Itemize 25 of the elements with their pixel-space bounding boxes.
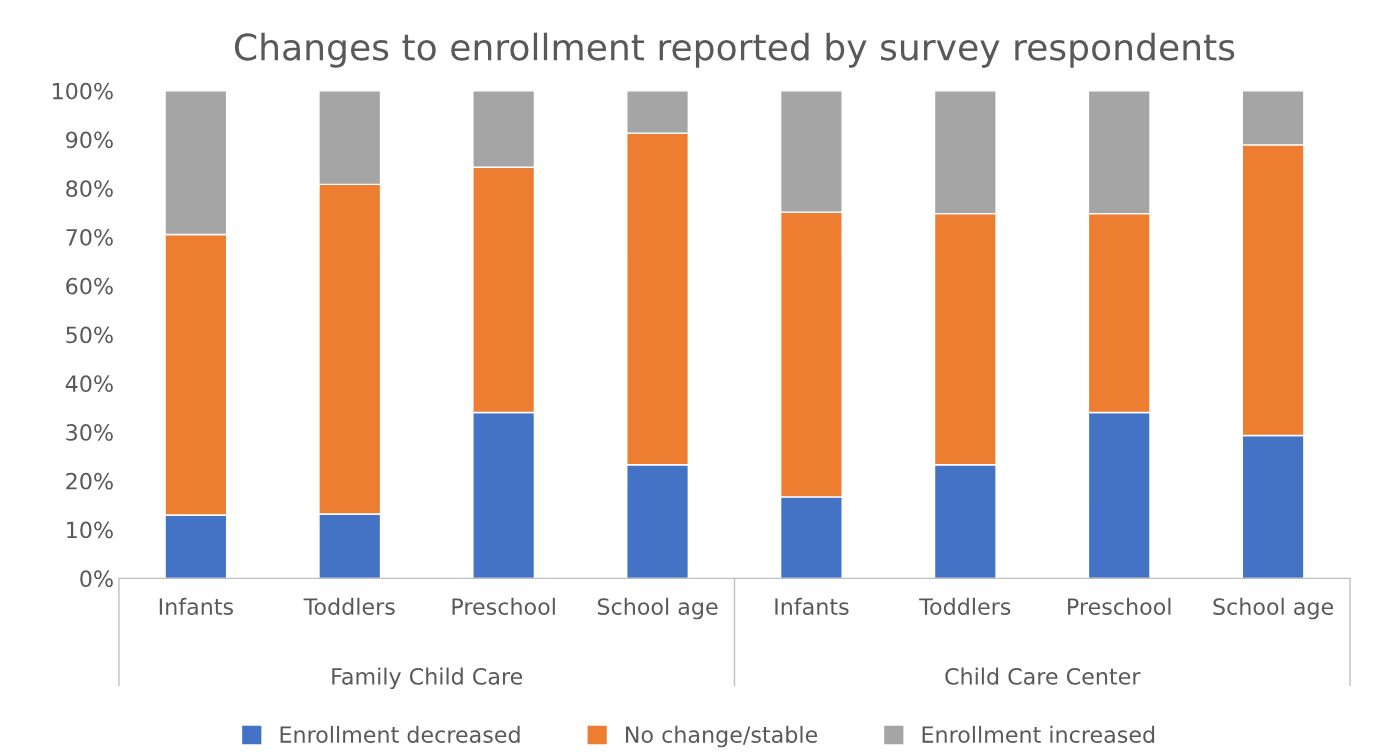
- x-tick-label: Infants: [159, 597, 233, 615]
- x-tick-label: Infants: [775, 597, 849, 615]
- text: Family Child Care: [332, 667, 523, 690]
- y-tick-label: 80%: [66, 180, 113, 197]
- legend-label: Enrollment decreased: [280, 725, 520, 744]
- x-tick-label: Preschool: [1068, 597, 1171, 615]
- y-tick-label: 100%: [52, 82, 113, 100]
- chart-title: Changes to enrollment reported by survey respondents: [234, 32, 1235, 68]
- legend-label: No change/stable: [626, 725, 818, 748]
- y-tick-label: 30%: [66, 424, 113, 441]
- y-tick-label: 10%: [67, 521, 113, 539]
- x-tick-label: School age: [1213, 597, 1334, 620]
- y-tick-label: 90%: [66, 131, 113, 149]
- legend-label: Enrollment increased: [922, 725, 1155, 744]
- y-tick-label: 40%: [65, 375, 113, 393]
- x-tick-label: Toddlers: [303, 597, 395, 615]
- y-tick-label: 50%: [66, 326, 113, 344]
- x-tick-label: School age: [597, 597, 718, 620]
- text: Child Care Center: [945, 667, 1141, 685]
- y-tick-label: 20%: [66, 472, 113, 490]
- y-tick-label: 60%: [66, 277, 113, 295]
- x-tick-label: Preschool: [452, 597, 555, 615]
- x-tick-label: Toddlers: [919, 597, 1011, 615]
- y-tick-label: 0%: [80, 570, 113, 588]
- y-tick-label: 70%: [66, 228, 113, 246]
